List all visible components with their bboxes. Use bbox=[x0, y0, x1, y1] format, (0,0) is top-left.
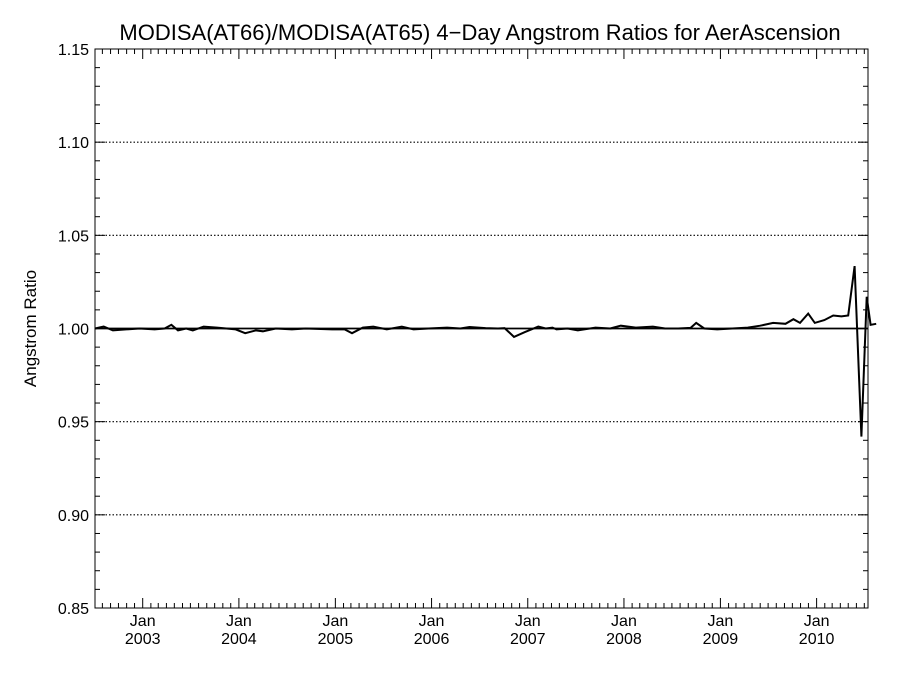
y-tick-label: 0.95 bbox=[58, 415, 89, 432]
y-tick-label: 0.85 bbox=[58, 601, 89, 618]
y-tick-label: 0.90 bbox=[58, 508, 89, 525]
series-line bbox=[94, 265, 877, 437]
y-tick-label: 1.00 bbox=[58, 322, 89, 339]
series-group bbox=[94, 265, 877, 437]
x-tick-year-label: 2003 bbox=[125, 631, 161, 648]
gridlines bbox=[95, 141, 868, 516]
x-tick-month-label: Jan bbox=[130, 613, 156, 630]
y-tick-label: 1.15 bbox=[58, 42, 89, 59]
y-tick-label: 1.10 bbox=[58, 135, 89, 152]
y-tick-label: 1.05 bbox=[58, 228, 89, 245]
x-tick-year-label: 2010 bbox=[799, 631, 835, 648]
x-tick-year-label: 2007 bbox=[510, 631, 546, 648]
x-tick-month-label: Jan bbox=[226, 613, 252, 630]
x-tick-month-label: Jan bbox=[708, 613, 734, 630]
ticks bbox=[95, 48, 868, 609]
x-tick-year-label: 2006 bbox=[414, 631, 450, 648]
x-tick-year-label: 2009 bbox=[703, 631, 739, 648]
x-tick-month-label: Jan bbox=[419, 613, 445, 630]
y-axis-label: Angstrom Ratio bbox=[21, 270, 40, 387]
x-tick-month-label: Jan bbox=[804, 613, 830, 630]
x-tick-year-label: 2004 bbox=[221, 631, 257, 648]
x-tick-month-label: Jan bbox=[322, 613, 348, 630]
chart-title: MODISA(AT66)/MODISA(AT65) 4−Day Angstrom… bbox=[119, 20, 840, 45]
tick-labels: 0.850.900.951.001.051.101.15Jan2003Jan20… bbox=[58, 42, 835, 648]
x-tick-month-label: Jan bbox=[611, 613, 637, 630]
x-tick-year-label: 2008 bbox=[606, 631, 642, 648]
x-tick-year-label: 2005 bbox=[318, 631, 354, 648]
x-tick-month-label: Jan bbox=[515, 613, 541, 630]
